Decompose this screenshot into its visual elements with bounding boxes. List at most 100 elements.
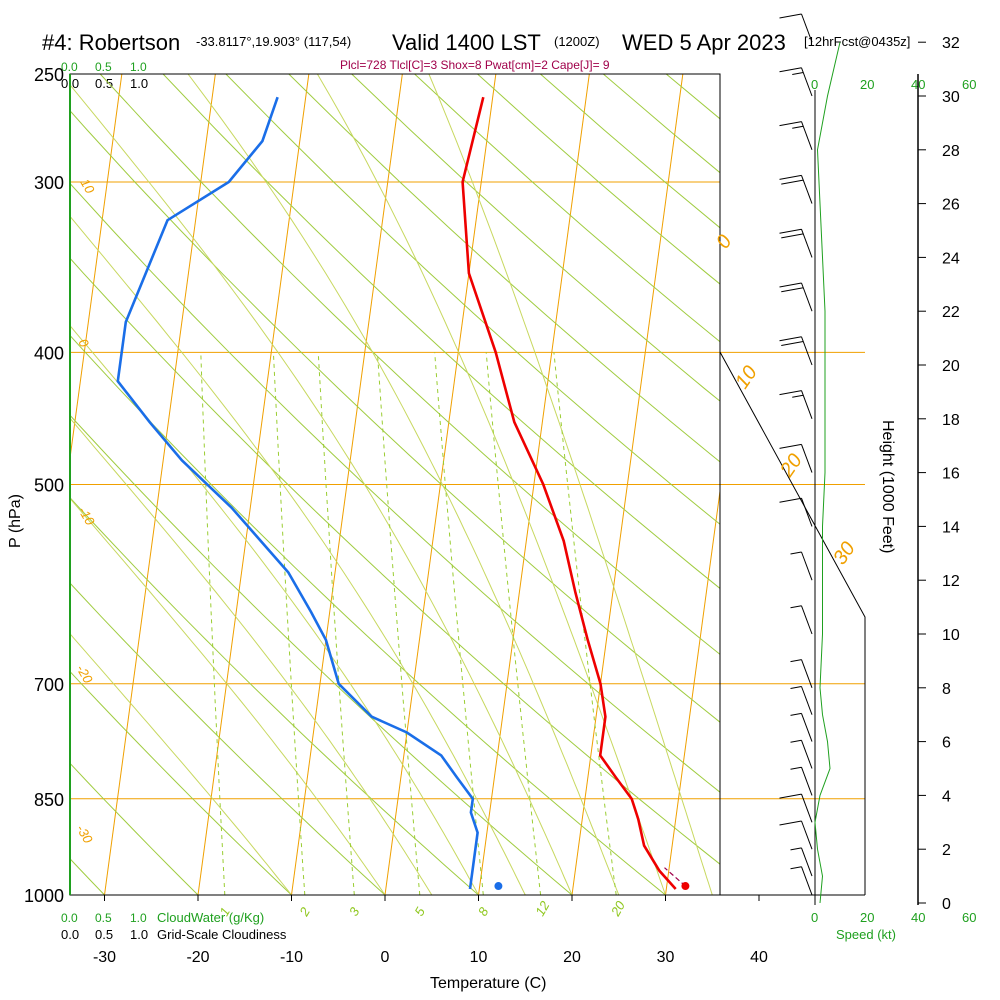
wind-barb-half [790, 686, 802, 689]
wind-barb-flag [779, 121, 802, 127]
wind-barb-half [792, 125, 804, 129]
height-tick-label-28: 28 [942, 143, 960, 160]
pressure-label-400: 400 [34, 343, 64, 363]
dry-adiabat-line [70, 582, 386, 895]
wind-barb [790, 866, 813, 896]
moist-adiabat-line [70, 417, 433, 895]
mixing-ratio-label-5: 5 [411, 904, 428, 918]
wind-barb [779, 336, 813, 366]
surface-dewpoint-point [494, 882, 503, 891]
sounding-indices: Plcl=728 Tlcl[C]=3 Shox=8 Pwat[cm]=2 Cap… [340, 58, 610, 72]
wind-barb [779, 121, 813, 150]
wind-barb-flag [779, 793, 802, 799]
height-tick-label-26: 26 [942, 197, 960, 214]
x-axis-title: Temperature (C) [430, 975, 546, 992]
mixing-ratio-label-3: 3 [346, 904, 363, 918]
wind-barb [779, 67, 813, 97]
isotherm-line [70, 74, 123, 462]
dry-adiabat-line [70, 414, 573, 895]
wind-barb-staff [801, 793, 813, 823]
height-tick-label-18: 18 [942, 412, 960, 429]
cloudiness-tick-top-1: 0.5 [95, 76, 113, 91]
isotherm-label-right-3: 30 [829, 538, 860, 569]
wind-barb [790, 659, 813, 688]
wind-barb [779, 13, 813, 43]
dry-adiabat-line [225, 74, 720, 525]
isotherm-label-left-0: 10 [77, 176, 98, 197]
wind-barb-staff [801, 175, 813, 204]
wind-barb [779, 443, 813, 473]
height-tick-label-0: 0 [942, 896, 951, 913]
dry-adiabat-line [70, 497, 479, 895]
moist-adiabats [70, 74, 713, 895]
wind-barb-flag [781, 233, 804, 239]
wind-barb-staff [801, 498, 813, 527]
moist-adiabat-line [70, 84, 573, 895]
isotherm-line [104, 74, 216, 895]
wind-barb-half [790, 866, 802, 870]
sounding-profiles [116, 96, 690, 891]
wind-panel [779, 13, 841, 905]
dry-adiabat-line [99, 74, 720, 655]
wind-barb [790, 686, 813, 715]
cloudiness-tick-bottom-2: 1.0 [130, 927, 148, 942]
wind-barb-flag [779, 13, 802, 19]
x-tick-label-40: 40 [750, 949, 768, 966]
isotherm-label-left-4: -30 [73, 822, 96, 846]
wind-barb-staff [801, 820, 813, 850]
x-tick-label--10: -10 [280, 949, 303, 966]
mixing-ratio-line-1 [200, 352, 226, 896]
wind-barb-staff [801, 605, 813, 635]
wind-speed-tick-bottom-40: 40 [911, 910, 925, 925]
cloudwater-tick-bottom-0: 0.0 [61, 911, 78, 925]
wind-barb [779, 228, 813, 258]
mixing-ratio-line-3 [317, 352, 355, 896]
wind-barb-flag [779, 282, 802, 288]
pressure-label-700: 700 [34, 675, 64, 695]
wind-barb-half [790, 766, 802, 770]
mixing-ratio-line-5 [376, 352, 421, 896]
isotherm-line [665, 487, 720, 895]
wind-speed-tick-top-20: 20 [860, 77, 874, 92]
wind-barb-half [790, 551, 802, 555]
wind-barb [790, 605, 813, 635]
isotherm-label-right-1: 10 [731, 362, 762, 393]
wind-barb [790, 551, 813, 581]
wind-barb-half [792, 72, 804, 75]
height-tick-label-2: 2 [942, 842, 951, 859]
dry-adiabat-line [70, 670, 292, 895]
mixing-ratio-line-12 [485, 352, 542, 896]
wind-barb [779, 174, 813, 204]
station-coords: -33.8117°,19.903° (117,54) [196, 34, 351, 49]
x-tick-label--30: -30 [93, 949, 116, 966]
wind-barb-half [790, 659, 802, 663]
wind-barb [779, 820, 813, 850]
mixing-ratio-line-2 [272, 352, 306, 896]
wind-barb-staff [801, 659, 813, 688]
pressure-label-850: 850 [34, 790, 64, 810]
isotherms [70, 74, 720, 895]
axis-ticks: -30 -20 -10 0 10 20 30 40 [93, 895, 768, 966]
cloudwater-tick-top-1: 0.5 [95, 60, 112, 74]
dry-adiabat-line [70, 257, 720, 865]
plot-frame [69, 73, 866, 896]
dry-adiabats [70, 74, 720, 895]
height-tick-label-4: 4 [942, 788, 951, 805]
wind-speed-curve [814, 42, 841, 904]
wind-barb-staff [801, 847, 813, 877]
mixing-ratio-label-2: 2 [296, 904, 313, 919]
wind-barb-staff [801, 686, 813, 715]
mixing-ratio-label-12: 12 [532, 898, 553, 919]
wind-speed-tick-bottom-60: 60 [962, 910, 976, 925]
cloudiness-tick-bottom-1: 0.5 [95, 927, 113, 942]
parcel-path [664, 867, 686, 887]
dewpoint-profile [116, 96, 479, 890]
height-tick-label-30: 30 [942, 89, 960, 106]
dry-adiabat-line [351, 74, 720, 402]
cloudiness-label: Grid-Scale Cloudiness [157, 927, 287, 942]
wind-barb-half [790, 605, 802, 609]
pressure-label-250: 250 [34, 65, 64, 85]
wind-barb-flag [781, 287, 804, 293]
cloudwater-tick-bottom-1: 0.5 [95, 911, 112, 925]
